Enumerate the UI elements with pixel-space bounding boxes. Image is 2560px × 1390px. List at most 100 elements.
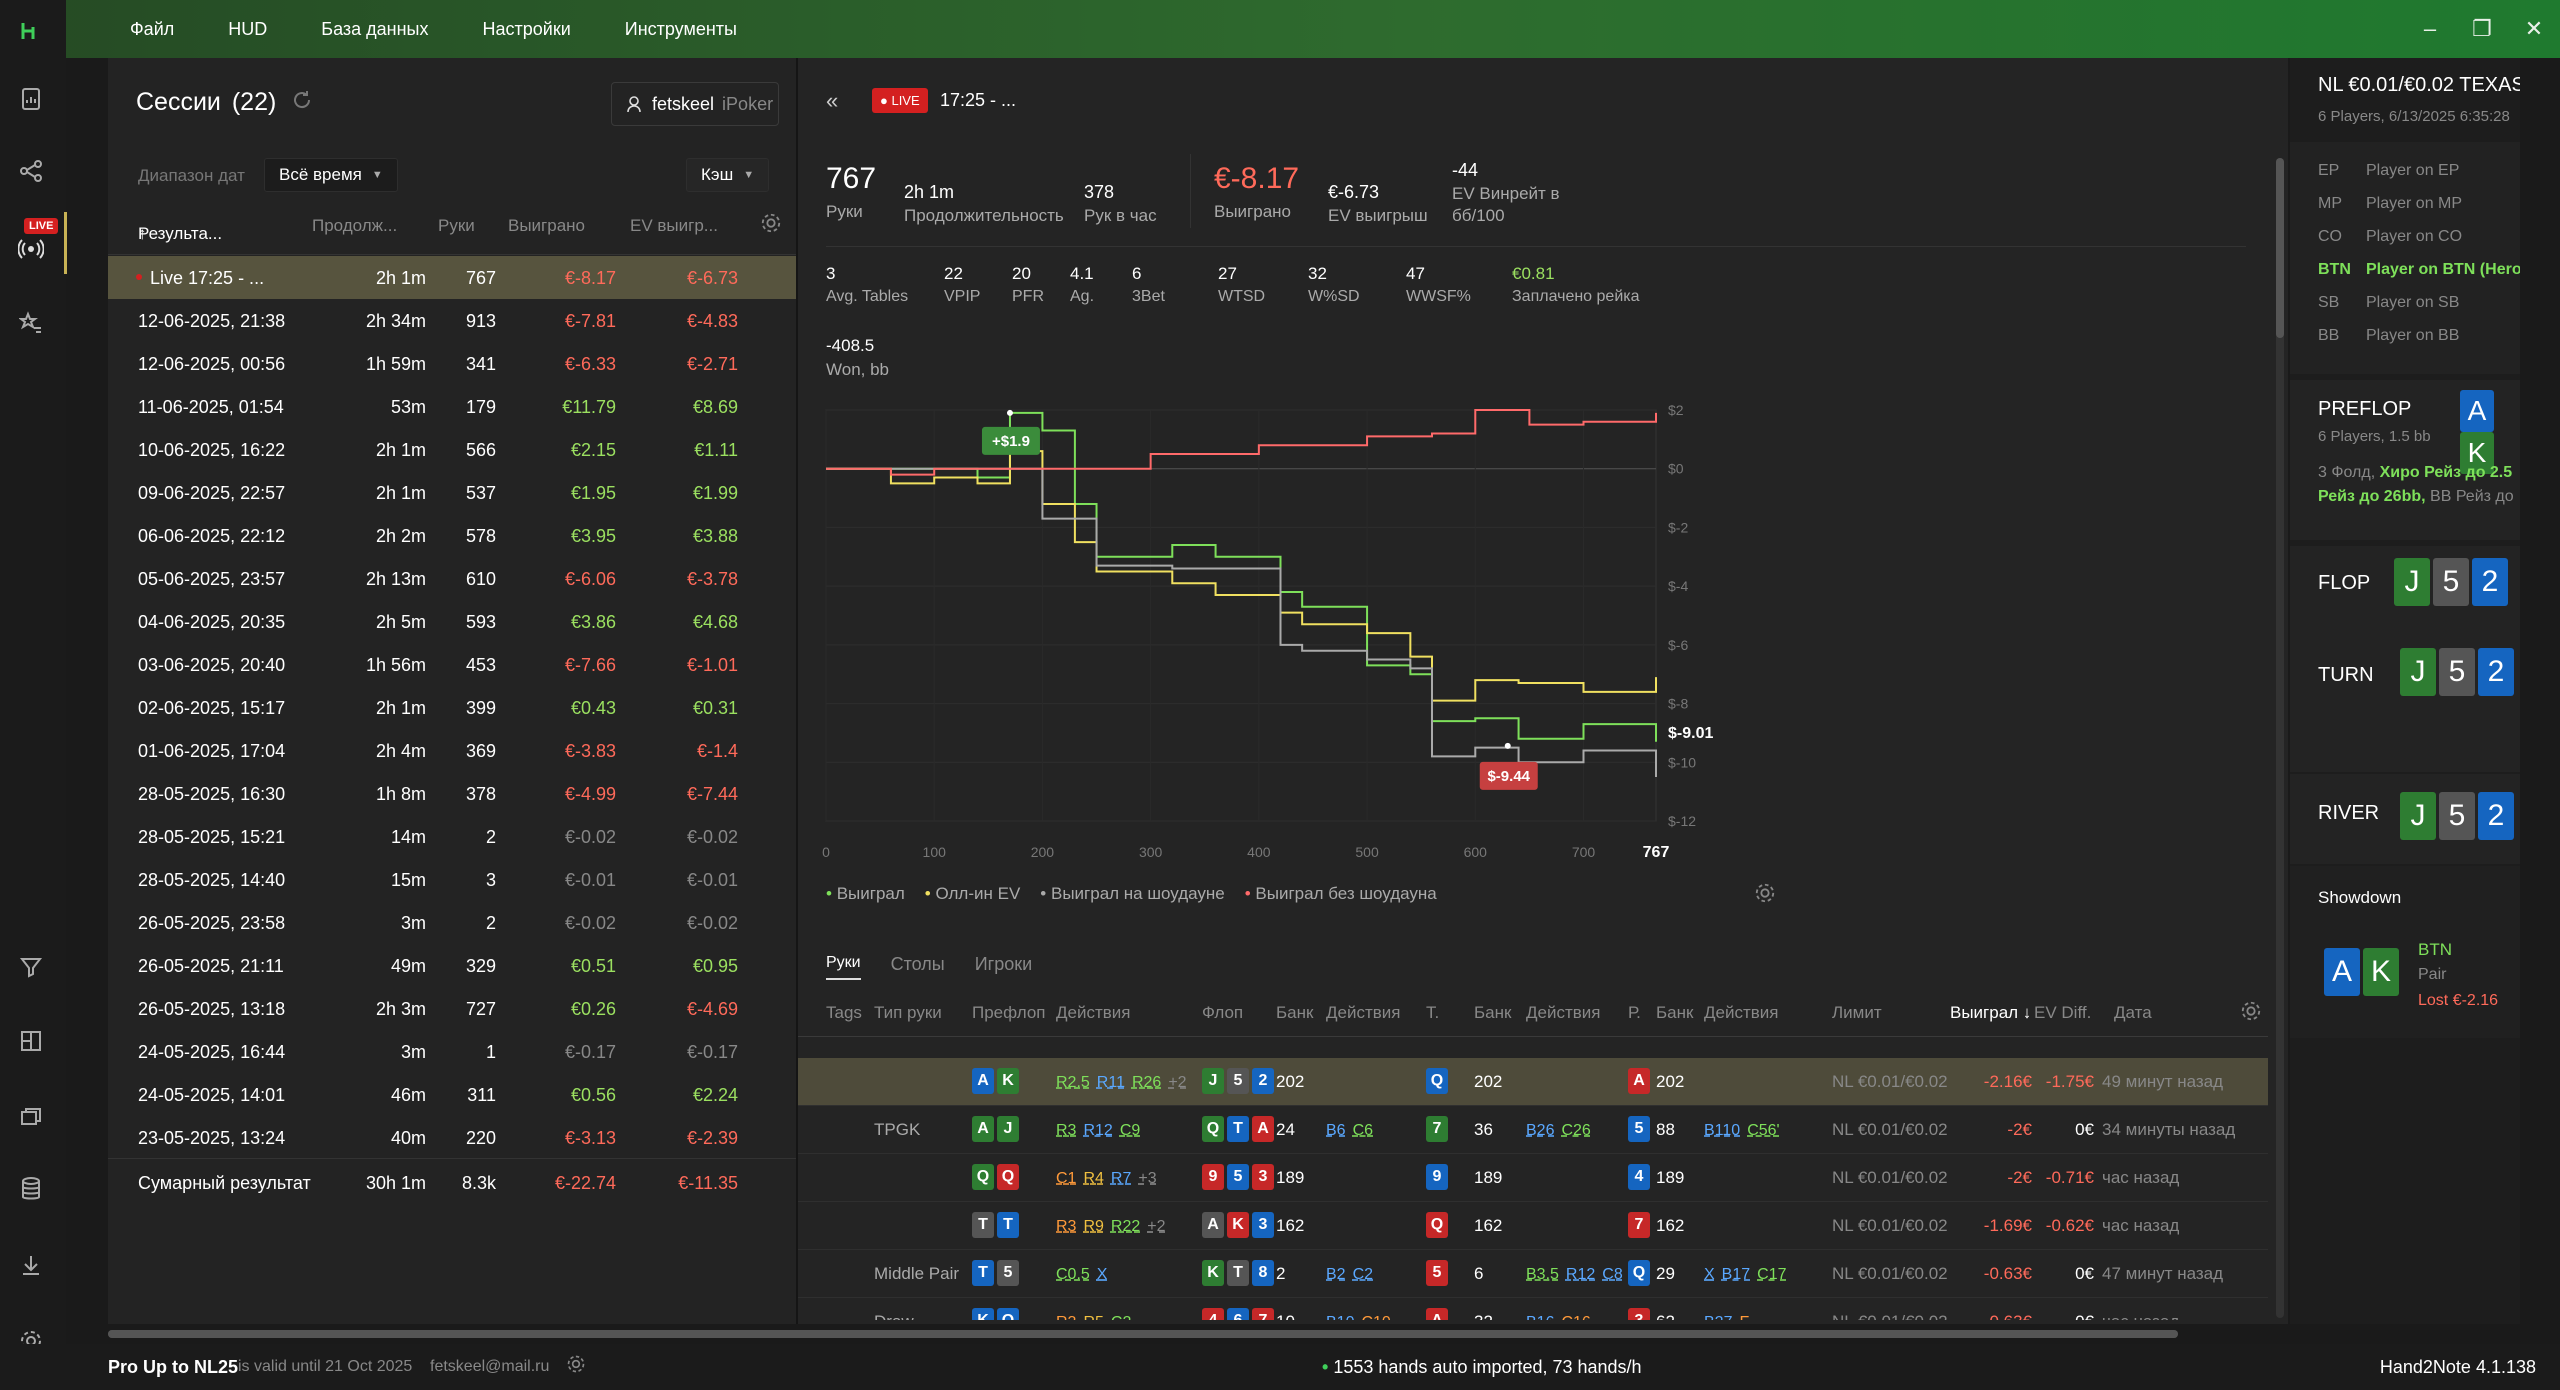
minimize-icon[interactable]: – (2423, 16, 2437, 41)
hand-limit: NL €0.01/€0.02 (1832, 1264, 1948, 1283)
session-row[interactable]: 09-06-2025, 22:57 2h 1m 537 €1.95 €1.99 (108, 471, 796, 514)
session-row[interactable]: 12-06-2025, 00:56 1h 59m 341 €-6.33 €-2.… (108, 342, 796, 385)
tab-hands[interactable]: Руки (826, 954, 861, 980)
hands-col-header[interactable]: Т. (1426, 1003, 1440, 1022)
session-row[interactable]: 26-05-2025, 21:11 49m 329 €0.51 €0.95 (108, 944, 796, 987)
session-row[interactable]: 11-06-2025, 01:54 53m 179 €11.79 €8.69 (108, 385, 796, 428)
menu-database[interactable]: База данных (321, 18, 429, 39)
hands-col-header[interactable]: Выиграл ↓ (1950, 1003, 2032, 1022)
hands-col-header[interactable]: Р. (1628, 1003, 1641, 1022)
menu-tools[interactable]: Инструменты (624, 18, 737, 39)
filter-icon[interactable] (14, 950, 48, 984)
player-seat[interactable]: BB Player on BB (2318, 327, 2459, 345)
horizontal-scroll-thumb[interactable] (108, 1330, 2178, 1338)
column-settings-icon[interactable] (760, 212, 782, 239)
hands-col-header[interactable]: Действия (1526, 1003, 1601, 1022)
session-row[interactable]: 26-05-2025, 23:58 3m 2 €-0.02 €-0.02 (108, 901, 796, 944)
session-row[interactable]: 01-06-2025, 17:04 2h 4m 369 €-3.83 €-1.4 (108, 729, 796, 772)
hands-col-header[interactable]: Дата (2114, 1003, 2152, 1022)
hand-row[interactable]: Draw KQ R3 R5 C2 467 10 B10 C10 A 32 B16 C16… (798, 1298, 2268, 1320)
table-settings-icon[interactable] (2240, 1000, 2262, 1027)
session-row[interactable]: 12-06-2025, 21:38 2h 34m 913 €-7.81 €-4.… (108, 299, 796, 342)
session-row[interactable]: 03-06-2025, 20:40 1h 56m 453 €-7.66 €-1.… (108, 643, 796, 686)
download-icon[interactable] (14, 1248, 48, 1282)
hands-col-header[interactable]: Флоп (1202, 1003, 1244, 1022)
session-row[interactable]: 06-06-2025, 22:12 2h 2m 578 €3.95 €3.88 (108, 514, 796, 557)
layout-icon[interactable] (14, 1024, 48, 1058)
hands-col-header[interactable]: Tags (826, 1003, 862, 1022)
collapse-icon[interactable]: « (826, 88, 839, 113)
legend-allin-ev[interactable]: • Олл-ин EV (924, 884, 1021, 903)
hands-col-header[interactable]: Банк (1276, 1003, 1314, 1022)
hands-col-header[interactable]: Действия (1326, 1003, 1401, 1022)
col-ev[interactable]: EV выигр... (630, 216, 718, 235)
share-icon[interactable] (14, 154, 48, 188)
tab-players[interactable]: Игроки (974, 954, 1033, 974)
legend-won[interactable]: • Выиграл (826, 884, 905, 903)
game-type-dropdown[interactable]: Кэш ▼ (686, 158, 770, 192)
hands-col-header[interactable]: Лимит (1832, 1003, 1882, 1022)
live-broadcast-icon[interactable] (14, 232, 48, 266)
session-row[interactable]: 26-05-2025, 13:18 2h 3m 727 €0.26 €-4.69 (108, 987, 796, 1030)
session-row[interactable]: 10-06-2025, 16:22 2h 1m 566 €2.15 €1.11 (108, 428, 796, 471)
hands-col-header[interactable]: Префлоп (972, 1003, 1046, 1022)
menu-hud[interactable]: HUD (228, 18, 268, 39)
windows-icon[interactable] (14, 1100, 48, 1134)
player-seat[interactable]: CO Player on CO (2318, 228, 2462, 246)
tab-tables[interactable]: Столы (890, 954, 945, 974)
vertical-scrollbar[interactable] (2276, 158, 2284, 1318)
flop-pot: 162 (1276, 1216, 1305, 1235)
session-row[interactable]: 24-05-2025, 14:01 46m 311 €0.56 €2.24 (108, 1073, 796, 1116)
close-icon[interactable]: ✕ (2524, 16, 2544, 41)
session-row[interactable]: Live 17:25 - ... 2h 1m 767 €-8.17 €-6.73 (108, 256, 796, 299)
session-row[interactable]: 05-06-2025, 23:57 2h 13m 610 €-6.06 €-3.… (108, 557, 796, 600)
session-row[interactable]: 02-06-2025, 15:17 2h 1m 399 €0.43 €0.31 (108, 686, 796, 729)
restore-icon[interactable]: ❐ (2472, 16, 2492, 41)
refresh-icon[interactable] (290, 88, 316, 114)
hands-col-header[interactable]: Действия (1704, 1003, 1779, 1022)
legend-showdown[interactable]: • Выиграл на шоудауне (1040, 884, 1225, 903)
session-duration: 2h 1m (375, 440, 426, 460)
menu-settings[interactable]: Настройки (482, 18, 571, 39)
session-row[interactable]: 28-05-2025, 15:21 14m 2 €-0.02 €-0.02 (108, 815, 796, 858)
session-row[interactable]: 23-05-2025, 13:24 40m 220 €-3.13 €-2.39 (108, 1116, 796, 1159)
col-duration[interactable]: Продолж... (312, 216, 398, 235)
player-seat[interactable]: EP Player on EP (2318, 162, 2459, 180)
col-won[interactable]: Выиграно (508, 216, 586, 235)
session-ev: €-0.01 (686, 870, 738, 890)
session-row[interactable]: 24-05-2025, 16:44 3m 1 €-0.17 €-0.17 (108, 1030, 796, 1073)
hands-col-header[interactable]: Тип руки (874, 1003, 942, 1022)
hands-col-header[interactable]: Действия (1056, 1003, 1131, 1022)
col-hands[interactable]: Руки (438, 216, 475, 235)
session-row[interactable]: 28-05-2025, 16:30 1h 8m 378 €-4.99 €-7.4… (108, 772, 796, 815)
horizontal-scrollbar[interactable] (108, 1330, 2178, 1338)
account-settings-icon[interactable] (566, 1354, 586, 1379)
user-account-button[interactable]: fetskeel iPoker (611, 82, 779, 126)
hands-col-header[interactable]: Банк (1656, 1003, 1694, 1022)
legend-non-showdown[interactable]: • Выиграл без шоудауна (1244, 884, 1437, 903)
session-row[interactable]: 04-06-2025, 20:35 2h 5m 593 €3.86 €4.68 (108, 600, 796, 643)
menu-file[interactable]: Файл (130, 18, 175, 39)
panel-splitter[interactable] (796, 58, 798, 1324)
reports-icon[interactable] (14, 82, 48, 116)
turn-card: 9 (1426, 1164, 1451, 1190)
player-seat[interactable]: BTN Player on BTN (Hero) (2318, 261, 2520, 279)
player-seat[interactable]: SB Player on SB (2318, 294, 2459, 312)
hands-col-header[interactable]: Банк (1474, 1003, 1512, 1022)
x-tick-label: 100 (923, 844, 947, 860)
date-range-dropdown[interactable]: Всё время ▼ (264, 158, 398, 192)
chart-settings-icon[interactable] (1754, 882, 1776, 909)
main-menu: Файл HUD База данных Настройки Инструмен… (130, 0, 737, 58)
vertical-scroll-thumb[interactable] (2276, 158, 2284, 338)
y-tick-label: $-4 (1668, 578, 1688, 594)
player-seat[interactable]: MP Player on MP (2318, 195, 2462, 213)
session-row[interactable]: 28-05-2025, 14:40 15m 3 €-0.01 €-0.01 (108, 858, 796, 901)
stars-icon[interactable] (14, 306, 48, 340)
hands-col-header[interactable]: EV Diff. (2034, 1003, 2092, 1022)
database-icon[interactable] (14, 1172, 48, 1206)
